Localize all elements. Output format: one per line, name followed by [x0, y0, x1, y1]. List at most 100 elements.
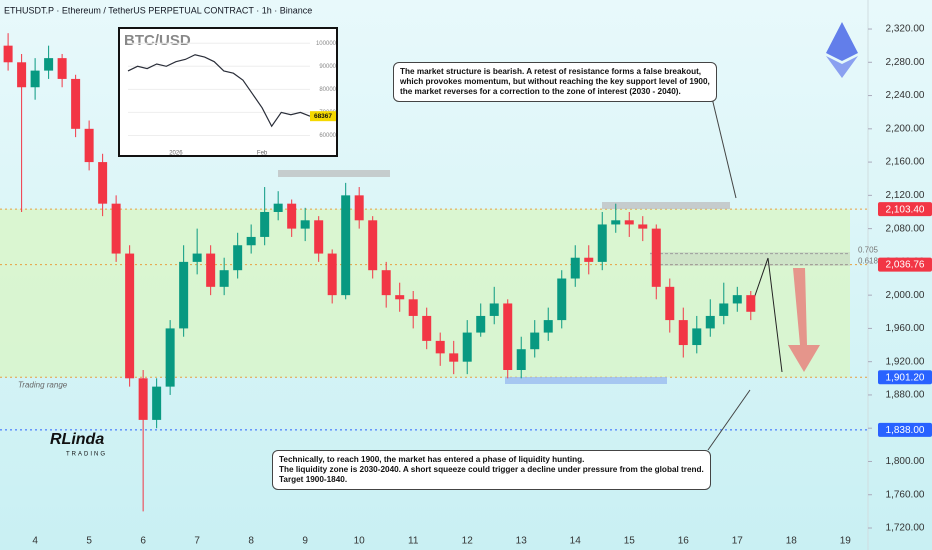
- last-price-tag: [310, 111, 336, 122]
- y-tick-label: 2,080.00: [886, 223, 925, 234]
- pointer: [711, 97, 737, 199]
- price-tag-label: 1,838.00: [886, 425, 925, 436]
- candle-body: [746, 295, 756, 312]
- x-tick-label: 10: [354, 536, 366, 547]
- candle-body: [435, 340, 445, 354]
- candle-body: [651, 228, 661, 287]
- candle-body: [732, 295, 742, 304]
- price-tag: [878, 422, 932, 437]
- annotation: Technically, to reach 1900, the market h…: [272, 450, 711, 490]
- chart-title: ETHUSDT.P · Ethereum / TetherUS PERPETUA…: [4, 5, 312, 15]
- x-tick-label: 14: [570, 536, 582, 547]
- candle-body: [287, 203, 297, 229]
- y-tick-label: 60000: [319, 133, 336, 139]
- candle-body: [611, 220, 621, 225]
- candle-body: [233, 245, 243, 271]
- candle-body: [503, 303, 513, 370]
- candle-body: [300, 220, 310, 229]
- y-tick-label: 1,880.00: [886, 390, 925, 401]
- y-tick-label: 1,800.00: [886, 456, 925, 467]
- candle-body: [530, 332, 540, 350]
- x-tick-label: 4: [32, 536, 38, 547]
- price-tag-label: 1,901.20: [886, 372, 925, 383]
- candle-body: [314, 220, 324, 254]
- price-tag: [878, 257, 932, 272]
- candle-body: [543, 320, 553, 333]
- candle-body: [395, 295, 405, 300]
- candle-body: [476, 315, 486, 333]
- pointer: [707, 389, 751, 451]
- candle-body: [206, 253, 216, 287]
- candle-body: [665, 286, 675, 321]
- candle-body: [165, 328, 175, 387]
- x-tick-label: Feb: [257, 151, 268, 157]
- candle-body: [84, 128, 94, 163]
- candle-body: [138, 378, 148, 420]
- x-tick-label: 5: [86, 536, 92, 547]
- y-tick-label: 2,160.00: [886, 157, 925, 168]
- annotation: The market structure is bearish. A retes…: [393, 62, 717, 102]
- candle-body: [30, 70, 40, 88]
- candle-body: [705, 315, 715, 329]
- down-arrow: [788, 268, 820, 372]
- resistance-zone: [602, 202, 730, 209]
- candle-body: [489, 303, 499, 316]
- y-tick-label: 90000: [319, 64, 336, 70]
- candle-body: [111, 203, 121, 254]
- candle-body: [125, 253, 135, 379]
- candle-body: [273, 203, 283, 212]
- price-tag-label: 2,103.40: [886, 204, 925, 215]
- x-tick-label: 17: [732, 536, 744, 547]
- fib-label: 0.618: [858, 257, 879, 266]
- annotation-line: Technically, to reach 1900, the market h…: [279, 455, 585, 464]
- candle-body: [44, 58, 54, 71]
- y-tick-label: 1,960.00: [886, 323, 925, 334]
- candle-body: [678, 320, 688, 346]
- candle-body: [584, 257, 594, 262]
- candle-body: [422, 315, 432, 341]
- annotation-line: the market reverses for a correction to …: [400, 87, 681, 96]
- price-line: [127, 54, 311, 128]
- annotation-line: Target 1900-1840.: [279, 475, 348, 484]
- candle-body: [381, 270, 391, 296]
- candle-body: [462, 332, 472, 362]
- last-price-label: 68367: [314, 113, 332, 120]
- candle-body: [449, 353, 459, 362]
- y-tick-label: 1,760.00: [886, 489, 925, 500]
- inset-chart: BTC/USD 600007000080000900001000002026Fe…: [118, 27, 338, 157]
- x-tick-label: 15: [624, 536, 636, 547]
- logo-tag: TRADING: [66, 452, 107, 458]
- eth-logo: [826, 22, 858, 61]
- x-tick-label: 7: [194, 536, 200, 547]
- candle-body: [246, 236, 256, 246]
- y-tick-label: 1,920.00: [886, 356, 925, 367]
- y-tick-label: 2,120.00: [886, 190, 925, 201]
- resistance-zone: [278, 170, 390, 177]
- candle-body: [638, 224, 648, 229]
- y-tick-label: 2,320.00: [886, 24, 925, 35]
- candle-body: [327, 253, 337, 296]
- fib-zone: [650, 252, 850, 266]
- annotation-line: which provokes momentum, but without rea…: [400, 77, 710, 86]
- y-tick-label: 80000: [319, 87, 336, 93]
- candle-body: [719, 303, 729, 316]
- x-tick-label: 9: [302, 536, 308, 547]
- logo-name: RLinda: [50, 431, 104, 448]
- candle-body: [354, 195, 364, 221]
- candle-body: [624, 220, 634, 225]
- x-tick-label: 12: [462, 536, 474, 547]
- price-tag: [878, 202, 932, 217]
- range-label: Trading range: [18, 380, 68, 389]
- projection-path: [749, 257, 783, 373]
- inset-title: BTC/USD: [124, 32, 191, 49]
- support-zone: [505, 377, 667, 384]
- y-tick-label: 2,000.00: [886, 290, 925, 301]
- candle-body: [408, 299, 418, 316]
- candle-body: [219, 270, 229, 287]
- candle-body: [57, 58, 67, 79]
- x-tick-label: 18: [786, 536, 798, 547]
- candle-body: [516, 349, 526, 370]
- candle-body: [368, 220, 378, 271]
- x-tick-label: 2026: [169, 151, 183, 157]
